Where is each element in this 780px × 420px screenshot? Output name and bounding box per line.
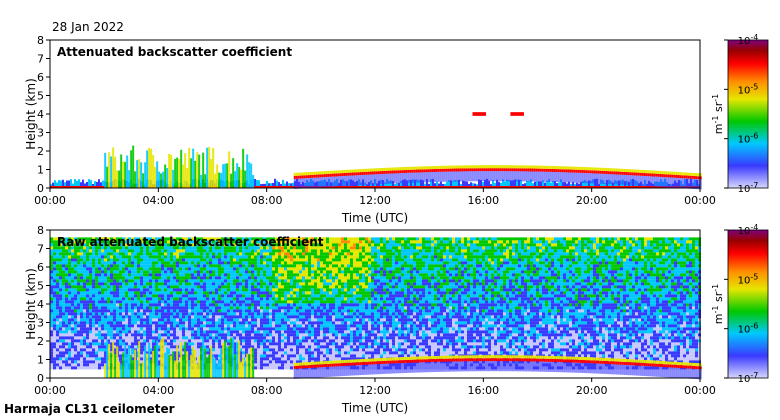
x-tick-label: 16:00	[467, 194, 499, 207]
y-tick-label: 1	[37, 354, 44, 367]
y-axis-label: Height (km)	[24, 268, 38, 339]
x-tick-label: 12:00	[359, 384, 391, 397]
heatmap-noise-background	[50, 237, 701, 370]
y-tick-label: 0	[37, 182, 44, 195]
y-tick-label: 8	[37, 224, 44, 237]
y-tick-label: 6	[37, 261, 44, 274]
heatmap-low-cloud-layer	[293, 165, 702, 190]
y-tick-label: 7	[37, 243, 44, 256]
y-tick-label: 2	[37, 145, 44, 158]
x-tick-label: 00:00	[684, 194, 716, 207]
colorbar-tick-label: 10-7	[738, 181, 759, 195]
y-tick-label: 7	[37, 53, 44, 66]
panel-title: Raw attenuated backscatter coefficient	[57, 235, 324, 249]
y-tick-label: 5	[37, 280, 44, 293]
y-tick-label: 2	[37, 335, 44, 348]
heatmap-precipitation-fog-columns	[104, 337, 255, 378]
date-label: 28 Jan 2022	[52, 20, 124, 34]
y-tick-label: 1	[37, 164, 44, 177]
y-tick-label: 0	[37, 372, 44, 385]
y-tick-label: 5	[37, 90, 44, 103]
heatmap-precipitation-fog-columns	[104, 145, 255, 188]
heatmap-low-cloud-layer	[293, 355, 702, 380]
x-tick-label: 20:00	[576, 384, 608, 397]
y-tick-label: 3	[37, 317, 44, 330]
colorbar	[727, 39, 769, 189]
panel-title: Attenuated backscatter coefficient	[57, 45, 292, 59]
x-tick-label: 08:00	[251, 384, 283, 397]
y-tick-label: 3	[37, 127, 44, 140]
y-tick-label: 8	[37, 34, 44, 47]
panel-attenuated: Attenuated backscatter coefficient 0 1 2 3 4…	[24, 33, 769, 225]
colorbar-unit: m-1 sr-1	[711, 94, 725, 134]
y-tick-label: 4	[37, 298, 44, 311]
x-tick-label: 00:00	[684, 384, 716, 397]
x-tick-label: 04:00	[142, 194, 174, 207]
y-tick-label: 4	[37, 108, 44, 121]
x-tick-label: 16:00	[467, 384, 499, 397]
colorbar-tick-label: 10-7	[738, 371, 759, 385]
y-axis-label: Height (km)	[24, 78, 38, 149]
heatmap-isolated-cloud	[510, 112, 524, 116]
x-tick-label: 00:00	[34, 194, 66, 207]
x-tick-label: 08:00	[251, 194, 283, 207]
colorbar-unit: m-1 sr-1	[711, 284, 725, 324]
x-tick-label: 12:00	[359, 194, 391, 207]
colorbar	[727, 229, 769, 379]
x-tick-label: 20:00	[576, 194, 608, 207]
x-axis-label: Time (UTC)	[341, 401, 408, 415]
x-tick-label: 04:00	[142, 384, 174, 397]
heatmap-isolated-cloud	[472, 112, 487, 116]
y-tick-label: 6	[37, 71, 44, 84]
x-axis-label: Time (UTC)	[341, 211, 408, 225]
instrument-label: Harmaja CL31 ceilometer	[4, 402, 175, 416]
panel-raw: Raw attenuated backscatter coefficient 0…	[24, 223, 769, 415]
x-tick-label: 00:00	[34, 384, 66, 397]
